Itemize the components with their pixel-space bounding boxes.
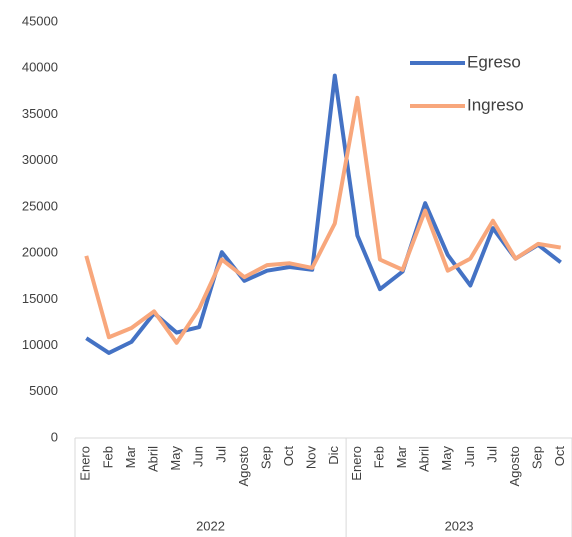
series-line: [84, 95, 562, 345]
x-tick-label: May: [168, 446, 183, 471]
x-tick-label: Feb: [371, 446, 386, 468]
x-tick-label: Oct: [552, 446, 567, 467]
series-line: [85, 73, 562, 355]
x-tick-label: Enero: [78, 446, 93, 481]
x-tick-label: Sep: [530, 446, 545, 469]
x-tick-label: Jun: [191, 446, 206, 467]
x-tick-label: Dic: [326, 446, 341, 465]
x-tick-label: Agosto: [236, 446, 251, 486]
group-label: 2022: [196, 518, 225, 533]
x-tick-label: Mar: [394, 445, 409, 468]
x-tick-label: Jul: [484, 446, 499, 463]
y-tick-label: 45000: [22, 13, 58, 28]
legend: Egreso Ingreso: [410, 52, 524, 114]
y-tick-label: 35000: [22, 106, 58, 121]
x-tick-label: Jul: [213, 446, 228, 463]
group-label: 2023: [445, 518, 474, 533]
y-tick-label: 15000: [22, 291, 58, 306]
x-tick-label: May: [439, 446, 454, 471]
y-tick-label: 25000: [22, 198, 58, 213]
x-tick-label: Mar: [123, 445, 138, 468]
legend-label: Ingreso: [467, 95, 524, 114]
x-tick-label: Agosto: [507, 446, 522, 486]
y-tick-label: 40000: [22, 60, 58, 75]
x-tick-label: Sep: [258, 446, 273, 469]
y-tick-label: 0: [51, 429, 58, 444]
y-tick-label: 30000: [22, 152, 58, 167]
x-tick-label: Abril: [417, 446, 432, 472]
x-tick-label: Enero: [349, 446, 364, 481]
legend-label: Egreso: [467, 52, 521, 71]
x-tick-label: Jun: [462, 446, 477, 467]
x-tick-label: Nov: [304, 446, 319, 470]
y-tick-label: 5000: [29, 383, 58, 398]
x-tick-label: Abril: [146, 446, 161, 472]
y-tick-label: 10000: [22, 337, 58, 352]
x-tick-label: Feb: [100, 446, 115, 468]
y-tick-label: 20000: [22, 245, 58, 260]
x-tick-label: Oct: [281, 446, 296, 467]
